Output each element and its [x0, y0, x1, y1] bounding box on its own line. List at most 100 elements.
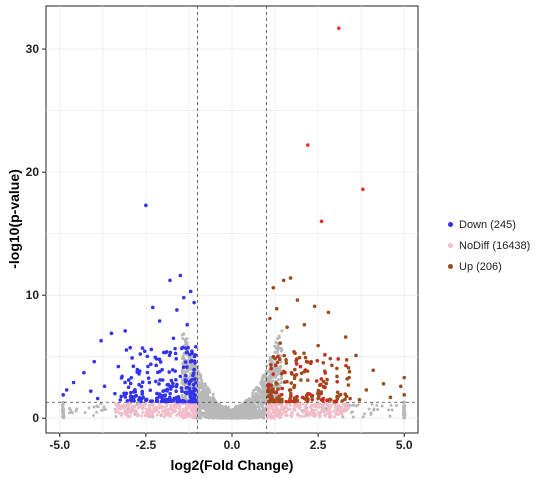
- nodiff-point-fc: [327, 413, 331, 417]
- up-point: [317, 394, 321, 399]
- nodiff-point: [261, 389, 265, 393]
- up-point: [364, 388, 369, 392]
- down-point: [137, 382, 141, 387]
- down-point: [183, 360, 188, 364]
- nodiff-point: [276, 372, 280, 376]
- nodiff-point: [230, 415, 234, 419]
- nodiff-point-fc: [127, 409, 131, 413]
- up-point: [371, 368, 376, 373]
- nodiff-point: [276, 344, 280, 348]
- nodiff-point: [401, 411, 405, 415]
- nodiff-point: [215, 407, 219, 411]
- nodiff-point: [189, 371, 193, 375]
- up-point: [388, 395, 393, 400]
- nodiff-point: [87, 406, 91, 410]
- up-point: [308, 361, 313, 366]
- nodiff-point-fc: [297, 407, 301, 411]
- up-point: [354, 353, 358, 358]
- nodiff-point: [402, 408, 406, 412]
- nodiff-point: [214, 412, 218, 416]
- down-point: [145, 370, 150, 375]
- up-point: [316, 343, 320, 348]
- down-point: [153, 379, 158, 384]
- down-point: [124, 391, 129, 396]
- x-tick-label: -5.0: [49, 438, 70, 452]
- up-point: [297, 355, 302, 360]
- down-point: [126, 385, 131, 390]
- nodiff-point-fc: [298, 414, 302, 418]
- nodiff-point-fc: [140, 405, 144, 409]
- up-point: [305, 143, 310, 147]
- nodiff-point: [221, 408, 225, 412]
- nodiff-point-fc: [343, 409, 347, 413]
- nodiff-point: [361, 415, 365, 419]
- nodiff-point-fc: [193, 414, 197, 418]
- up-point: [328, 398, 333, 402]
- nodiff-point-fc: [158, 405, 162, 409]
- down-point: [159, 399, 164, 404]
- up-point: [299, 371, 304, 376]
- down-point: [61, 393, 66, 397]
- up-point: [321, 396, 325, 401]
- nodiff-point: [180, 356, 184, 360]
- down-point: [167, 395, 172, 400]
- nodiff-point-fc: [185, 405, 189, 409]
- down-point: [157, 369, 162, 374]
- down-point: [181, 295, 186, 300]
- down-point: [140, 396, 144, 401]
- nodiff-point: [207, 413, 211, 417]
- down-point: [161, 350, 166, 355]
- nodiff-point: [99, 402, 103, 406]
- nodiff-point: [61, 400, 65, 404]
- nodiff-point-fc: [155, 413, 159, 417]
- up-point: [268, 316, 272, 321]
- nodiff-point: [237, 408, 241, 412]
- nodiff-point: [265, 364, 269, 368]
- nodiff-point-fc: [143, 403, 147, 407]
- down-point: [185, 322, 190, 327]
- nodiff-point-fc: [296, 405, 300, 409]
- nodiff-point: [248, 399, 252, 403]
- nodiff-point: [280, 376, 284, 380]
- nodiff-point: [182, 332, 186, 336]
- nodiff-point: [275, 384, 279, 388]
- up-point: [282, 353, 287, 358]
- up-point: [299, 378, 303, 382]
- nodiff-point-fc: [317, 402, 321, 406]
- nodiff-point-fc: [290, 410, 294, 414]
- up-point: [361, 187, 365, 192]
- nodiff-point-fc: [123, 409, 127, 413]
- nodiff-point-fc: [127, 401, 131, 405]
- down-point: [180, 389, 184, 394]
- down-point: [157, 392, 162, 396]
- nodiff-point: [257, 413, 261, 417]
- down-point: [188, 289, 193, 294]
- nodiff-point-fc: [188, 403, 192, 407]
- up-point: [348, 396, 352, 401]
- nodiff-point: [61, 409, 65, 413]
- down-point: [140, 380, 145, 385]
- nodiff-point: [103, 407, 107, 411]
- nodiff-point: [388, 414, 392, 418]
- down-point: [192, 397, 197, 402]
- down-point: [173, 351, 178, 356]
- up-point: [310, 393, 315, 398]
- down-point: [167, 353, 172, 358]
- nodiff-point: [257, 397, 261, 401]
- nodiff-point: [200, 378, 204, 382]
- nodiff-point-fc: [274, 404, 278, 408]
- x-axis-title: log2(Fold Change): [171, 457, 294, 473]
- nodiff-point: [252, 416, 256, 420]
- down-point: [193, 344, 198, 349]
- nodiff-point-fc: [162, 415, 166, 419]
- nodiff-point: [75, 407, 79, 411]
- down-point: [150, 399, 154, 403]
- nodiff-point-fc: [312, 408, 316, 412]
- nodiff-point-fc: [165, 402, 169, 406]
- nodiff-point: [195, 416, 199, 420]
- nodiff-point: [208, 411, 212, 415]
- nodiff-point-fc: [120, 413, 124, 417]
- nodiff-point-fc: [136, 414, 140, 418]
- nodiff-point-fc: [157, 402, 161, 406]
- nodiff-point: [200, 384, 204, 388]
